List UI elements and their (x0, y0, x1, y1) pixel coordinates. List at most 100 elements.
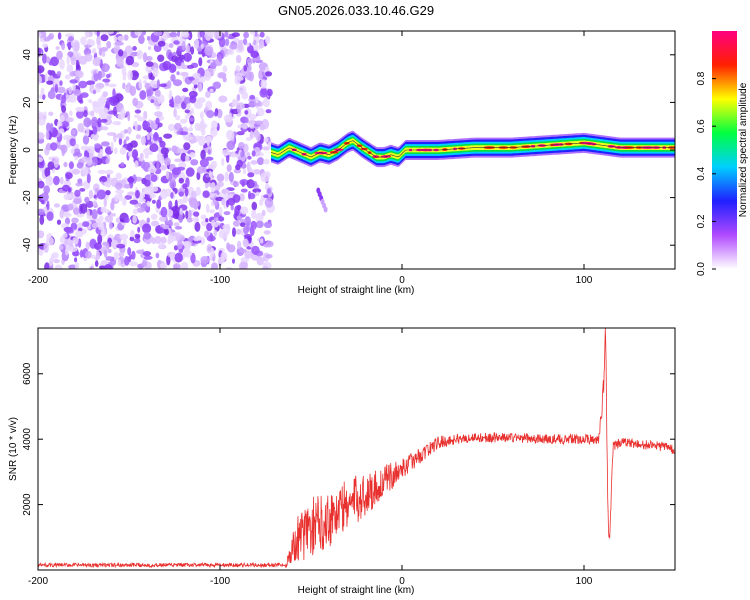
spectrogram-noise-blob (96, 189, 106, 200)
spectrogram-noise-blob (221, 189, 227, 194)
spectrogram-noise-blob (84, 196, 90, 204)
spectrogram-noise-blob (98, 47, 103, 56)
spectrogram-noise-blob (38, 65, 45, 74)
spectrogram-noise-blob (86, 156, 92, 166)
spectrogram-noise-blob (194, 122, 201, 131)
snr-frame (37, 327, 676, 571)
snr-panel: -200 -100 0 100 2000 4000 6000 Height of strai… (8, 327, 676, 596)
spectrogram-noise-blob (258, 69, 264, 80)
spectrogram-noise-blob (205, 203, 210, 213)
spectrogram-noise-blob (71, 129, 76, 135)
spectrogram-noise-blob (93, 73, 99, 82)
spectrogram-noise-blob (149, 186, 155, 194)
spectrogram-ytick-label: 0 (22, 147, 33, 153)
spectrogram-noise-blob (194, 221, 201, 232)
spectrogram-noise-blob (263, 137, 269, 143)
spectrogram-noise-blob (65, 172, 73, 180)
spectrogram-noise-blob (178, 214, 184, 223)
snr-xtick-label: -100 (210, 576, 230, 587)
spectrogram-noise-blob (100, 118, 108, 123)
spectrogram-noise-blob (194, 38, 199, 50)
spectrogram-noise-blob (97, 70, 102, 81)
spectrogram-noise-blob (218, 95, 228, 103)
spectrogram-noise-blob (226, 164, 232, 173)
spectrogram-noise-blob (137, 116, 146, 122)
spectrogram-noise-blob (68, 36, 75, 42)
spectrogram-noise-blob (180, 62, 185, 70)
spectrogram-noise-blob (114, 194, 119, 202)
spectrogram-noise-blob (173, 222, 180, 227)
spectrogram-noise-blob (102, 78, 111, 83)
spectrogram-noise-blob (252, 188, 262, 194)
spectrogram-noise-blob (188, 76, 195, 81)
spectrogram-noise-blob (102, 209, 111, 214)
spectrogram-noise-blob (124, 256, 130, 266)
spectrogram-noise-blob (134, 120, 138, 132)
spectrogram-noise-blob (231, 103, 238, 107)
spectrogram-noise-blob (168, 43, 174, 48)
spectrogram-noise-blob (186, 103, 191, 110)
spectrogram-noise-blob (204, 70, 212, 81)
spectrogram-noise-blob (138, 198, 146, 203)
spectrogram-noise-blob (56, 71, 62, 77)
spectrogram-noise-blob (227, 244, 236, 253)
spectrogram-noise-blob (79, 249, 84, 258)
snr-background (38, 328, 675, 570)
spectrogram-noise-blob (145, 61, 154, 67)
spectrogram-noise-blob (160, 262, 168, 269)
spectrogram-noise-blob (97, 221, 105, 231)
spectrogram-noise-blob (265, 35, 271, 45)
spectrogram-noise-blob (160, 236, 167, 244)
spectrogram-xlabel: Height of straight line (km) (298, 285, 415, 296)
spectrogram-noise-blob (71, 217, 79, 224)
spectrogram-noise-blob (91, 116, 98, 128)
spectrogram-noise-blob (250, 31, 255, 35)
spectrogram-noise-blob (213, 217, 220, 222)
spectrogram-noise-blob (251, 150, 256, 157)
spectrogram-noise-blob (242, 168, 247, 175)
spectrogram-ytick-label: 40 (22, 49, 33, 61)
spectrogram-noise-blob (250, 130, 253, 140)
spectrogram-noise-blob (145, 56, 153, 61)
spectrogram-noise-blob (200, 149, 206, 160)
spectrogram-noise-blob (67, 203, 74, 211)
spectrogram-noise-blob (178, 131, 188, 136)
spectrogram-noise-blob (253, 169, 261, 175)
spectrogram-noise-blob (263, 194, 269, 199)
spectrogram-noise-blob (180, 71, 189, 77)
spectrogram-noise-blob (211, 262, 218, 269)
spectrogram-noise-blob (82, 221, 90, 228)
spectrogram-noise-blob (235, 65, 241, 72)
spectrogram-noise-blob (187, 64, 194, 69)
spectrogram-noise-blob (115, 182, 123, 190)
spectrogram-noise-blob (53, 259, 60, 264)
spectrogram-noise-blob (50, 142, 58, 151)
snr-series-line (38, 328, 675, 569)
spectrogram-noise-blob (109, 96, 118, 107)
spectrogram-noise-blob (250, 50, 259, 59)
spectrogram-noise-blob (132, 208, 138, 215)
spectrogram-noise-blob (102, 241, 109, 246)
spectrogram-noise-blob (235, 54, 242, 64)
spectrogram-noise-blob (131, 250, 136, 260)
spectrogram-noise-blob (124, 194, 133, 200)
spectrogram-noise-blob (176, 71, 180, 76)
spectrogram-noise-blob (159, 140, 166, 148)
spectrogram-noise-blob (81, 156, 89, 162)
spectrogram-noise-blob (46, 35, 53, 40)
spectrogram-noise-blob (125, 111, 129, 117)
spectrogram-noise-blob (119, 233, 129, 241)
spectrogram-noise-blob (147, 46, 152, 51)
spectrogram-noise-blob (246, 152, 251, 157)
spectrogram-noise-blob (88, 189, 94, 199)
spectrogram-noise-blob (218, 206, 223, 216)
spectrogram-noise-blob (229, 43, 238, 50)
spectrogram-noise-blob (69, 110, 73, 117)
spectrogram-noise-blob (104, 64, 109, 73)
spectrogram-noise-blob (185, 210, 189, 220)
spectrogram-noise-blob (193, 84, 198, 89)
snr-xtick-label: -200 (28, 576, 48, 587)
spectrogram-noise-blob (103, 249, 108, 258)
spectrogram-noise-blob (152, 67, 159, 78)
